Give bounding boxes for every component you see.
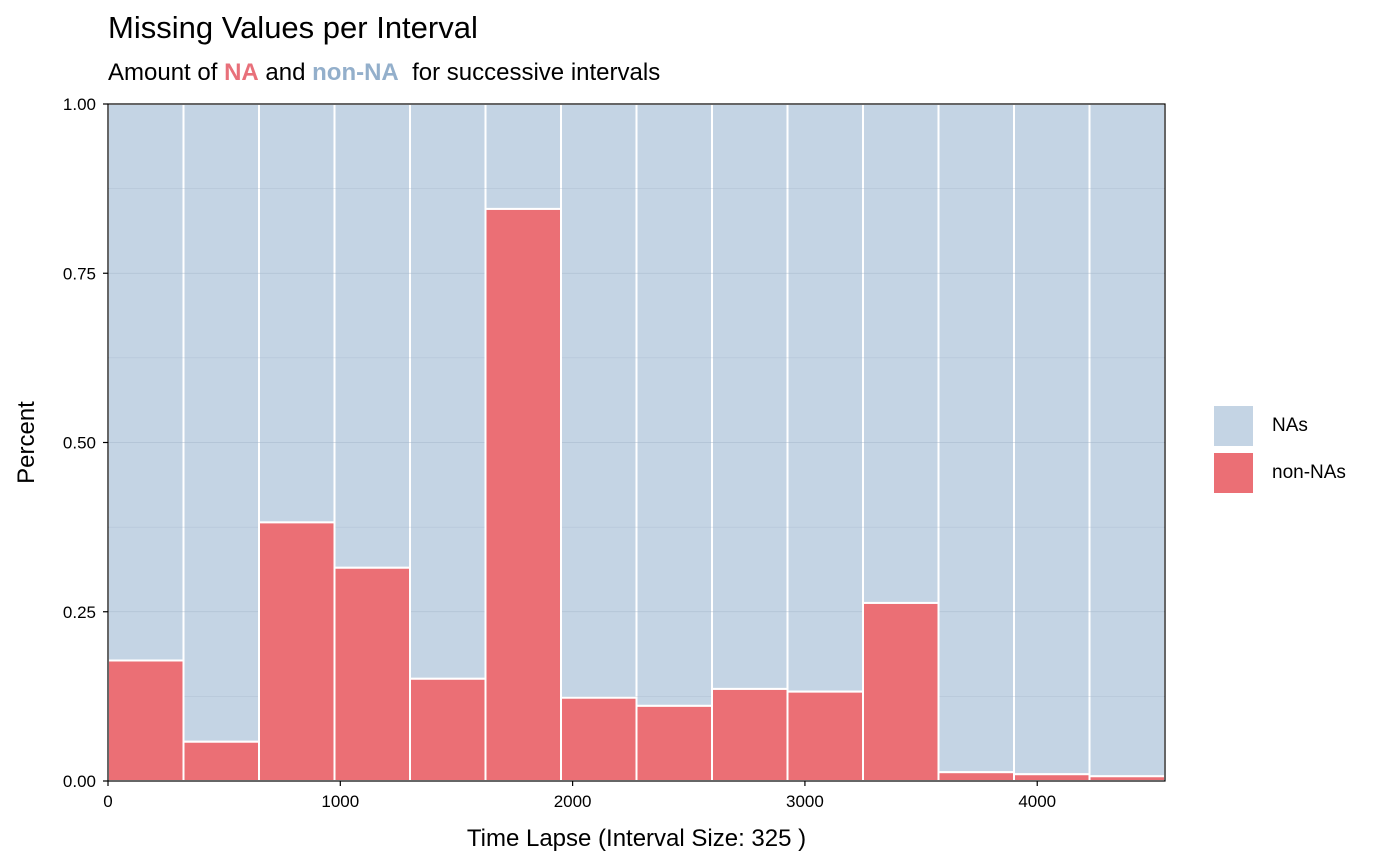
y-tick-label: 1.00 [63, 95, 96, 114]
x-tick-label: 0 [103, 792, 112, 811]
legend-label-nas: NAs [1272, 415, 1308, 436]
bar-na [937, 103, 1015, 774]
subtitle-na-highlight: NA [224, 59, 259, 86]
legend: NAs non-NAs [1214, 406, 1346, 500]
x-tick-label: 4000 [1018, 792, 1056, 811]
bar-na [711, 103, 789, 690]
bar-non-na [258, 521, 336, 782]
chart-subtitle: Amount of NA and non-NA for successive i… [108, 59, 660, 87]
bar-non-na [711, 687, 789, 782]
bar-na [484, 103, 562, 210]
legend-label-non-nas: non-NAs [1272, 462, 1346, 483]
bar-non-na [862, 601, 940, 782]
bar-non-na [1013, 773, 1091, 782]
x-axis-title: Time Lapse (Interval Size: 325 ) [467, 825, 806, 852]
subtitle-non-na-highlight: non-NA [312, 59, 399, 86]
y-tick-label: 0.00 [63, 772, 96, 791]
bar-non-na [786, 690, 864, 782]
y-tick-label: 0.50 [63, 434, 96, 453]
bar-na [635, 103, 713, 707]
bar-non-na [107, 659, 185, 783]
bar-non-na [333, 566, 411, 782]
subtitle-prefix: Amount of [108, 59, 225, 86]
x-tick-label: 2000 [554, 792, 592, 811]
bar-non-na [484, 207, 562, 782]
bar-na [1013, 103, 1091, 776]
bar-non-na [937, 771, 1015, 782]
bar-na [1088, 103, 1166, 778]
legend-swatch-nas [1214, 406, 1253, 446]
bar-na [258, 103, 336, 524]
bar-na [107, 103, 185, 662]
x-tick-label: 3000 [786, 792, 824, 811]
bar-non-na [409, 677, 487, 783]
legend-swatch-non-nas [1214, 453, 1253, 493]
legend-item-nas: NAs [1214, 406, 1346, 446]
subtitle-suffix: for successive intervals [398, 59, 661, 86]
subtitle-middle: and [258, 59, 313, 86]
bar-non-na [635, 704, 713, 783]
bar-na [862, 103, 940, 604]
bar-non-na [182, 740, 260, 783]
bar-na [409, 103, 487, 680]
y-axis-title: Percent [13, 401, 40, 484]
bar-na [786, 103, 864, 693]
bar-na [182, 103, 260, 743]
bar-non-na [560, 696, 638, 782]
bar-na [333, 103, 411, 569]
legend-item-non-nas: non-NAs [1214, 453, 1346, 493]
y-tick-label: 0.25 [63, 603, 96, 622]
bar-non-na [1088, 775, 1166, 782]
bar-na [560, 103, 638, 699]
x-tick-label: 1000 [321, 792, 359, 811]
chart-title: Missing Values per Interval [108, 10, 478, 45]
y-tick-label: 0.75 [63, 264, 96, 283]
